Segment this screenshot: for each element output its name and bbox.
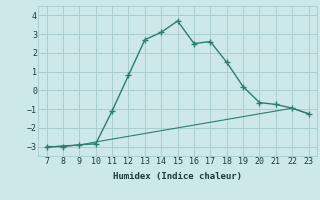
X-axis label: Humidex (Indice chaleur): Humidex (Indice chaleur) bbox=[113, 172, 242, 181]
